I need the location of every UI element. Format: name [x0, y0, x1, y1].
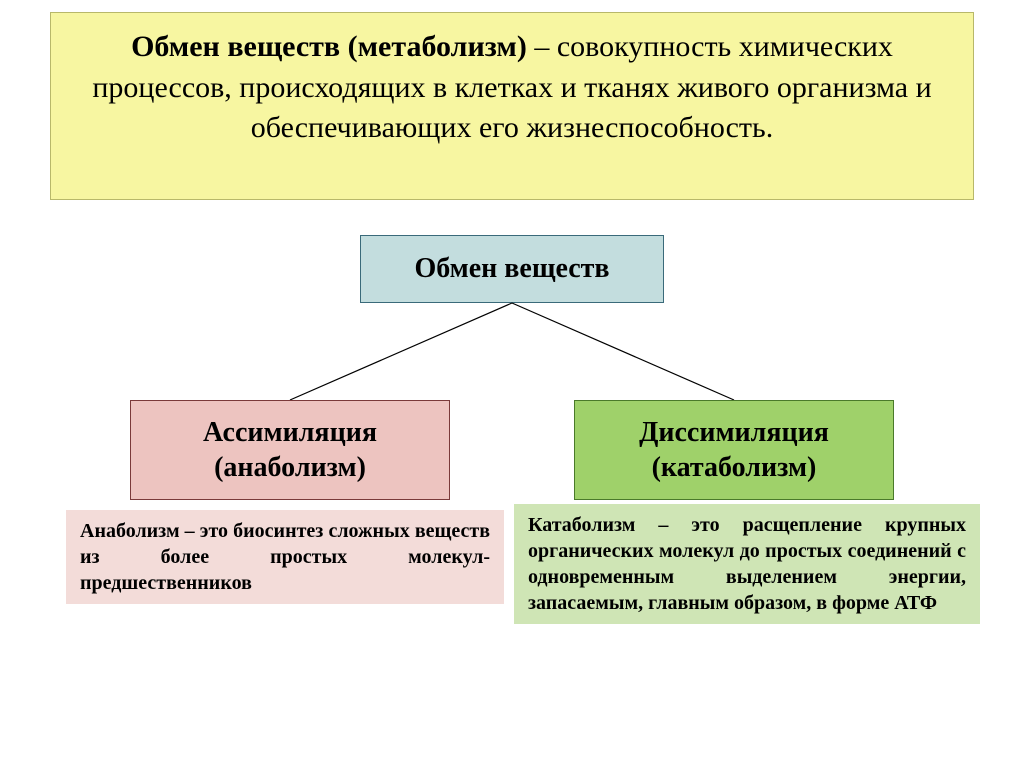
description-left-text: Анаболизм – это биосинтез сложных вещест… — [80, 520, 490, 594]
center-node: Обмен веществ — [360, 235, 664, 303]
branch-right-node: Диссимиляция (катаболизм) — [574, 400, 894, 500]
branch-left-line2: (анаболизм) — [214, 450, 366, 485]
definition-bold: Обмен веществ (метаболизм) — [131, 30, 527, 63]
branch-right-line2: (катаболизм) — [652, 450, 817, 485]
description-left: Анаболизм – это биосинтез сложных вещест… — [66, 510, 504, 604]
description-right: Катаболизм – это расщепление крупных орг… — [514, 504, 980, 624]
description-right-text: Катаболизм – это расщепление крупных орг… — [528, 514, 966, 614]
branch-left-node: Ассимиляция (анаболизм) — [130, 400, 450, 500]
branch-left-line1: Ассимиляция — [203, 415, 377, 450]
center-label: Обмен веществ — [414, 253, 609, 285]
connector-left — [290, 303, 512, 400]
branch-right-line1: Диссимиляция — [639, 415, 829, 450]
definition-panel: Обмен веществ (метаболизм) – совокупност… — [50, 12, 974, 200]
connector-right — [512, 303, 734, 400]
